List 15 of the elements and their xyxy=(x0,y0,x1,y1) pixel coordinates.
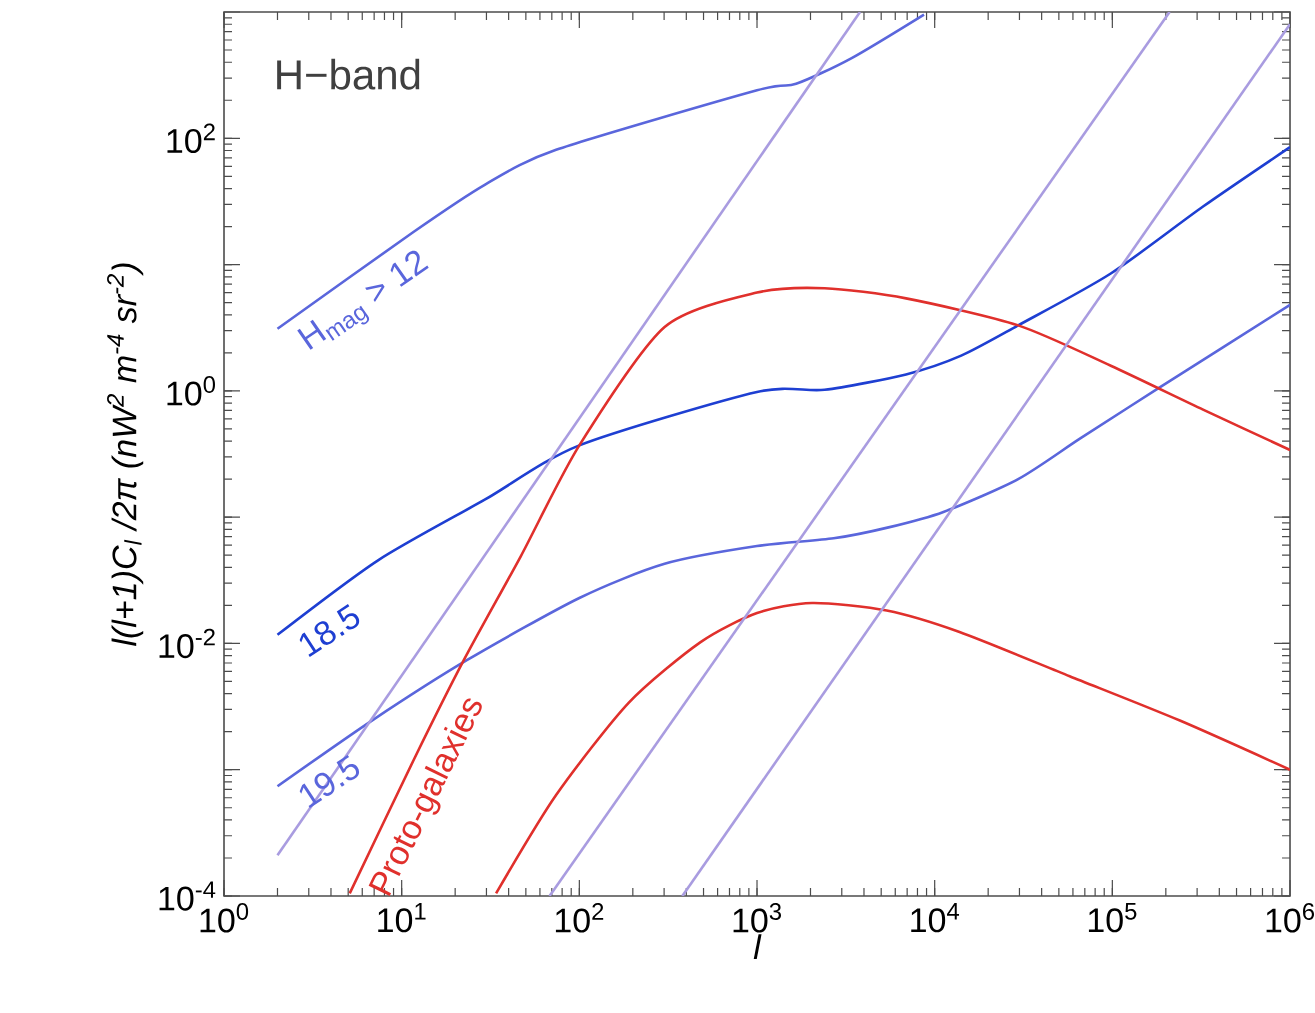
x-tick-label: 10$^{5}$ xyxy=(1088,903,1137,933)
text: 18.5 xyxy=(299,604,360,657)
y-tick-label: 10$^{2}$ xyxy=(167,123,215,154)
text: 19.5 xyxy=(299,754,360,809)
text: H$_{mag}$ > 12 xyxy=(297,250,429,350)
x-tick-label: 10$^{3}$ xyxy=(733,903,782,933)
text: l(l+1)C$_{l}$ /2π (nW$^{2}$ m$^{-4}$ sr$^{-2}$) xyxy=(107,263,144,647)
x-tick-label: 10$^{2}$ xyxy=(555,903,604,933)
y-tick-label: 10$^{0}$ xyxy=(167,376,215,406)
annotation: H−band xyxy=(277,58,420,90)
x-axis-title: l xyxy=(753,934,762,959)
x-tick-label: 10$^{4}$ xyxy=(911,903,960,933)
x-tick-label: 10$^{1}$ xyxy=(378,903,426,933)
x-tick-label: 10$^{6}$ xyxy=(1266,903,1315,933)
y-tick-label: 10$^{-2}$ xyxy=(159,628,215,659)
